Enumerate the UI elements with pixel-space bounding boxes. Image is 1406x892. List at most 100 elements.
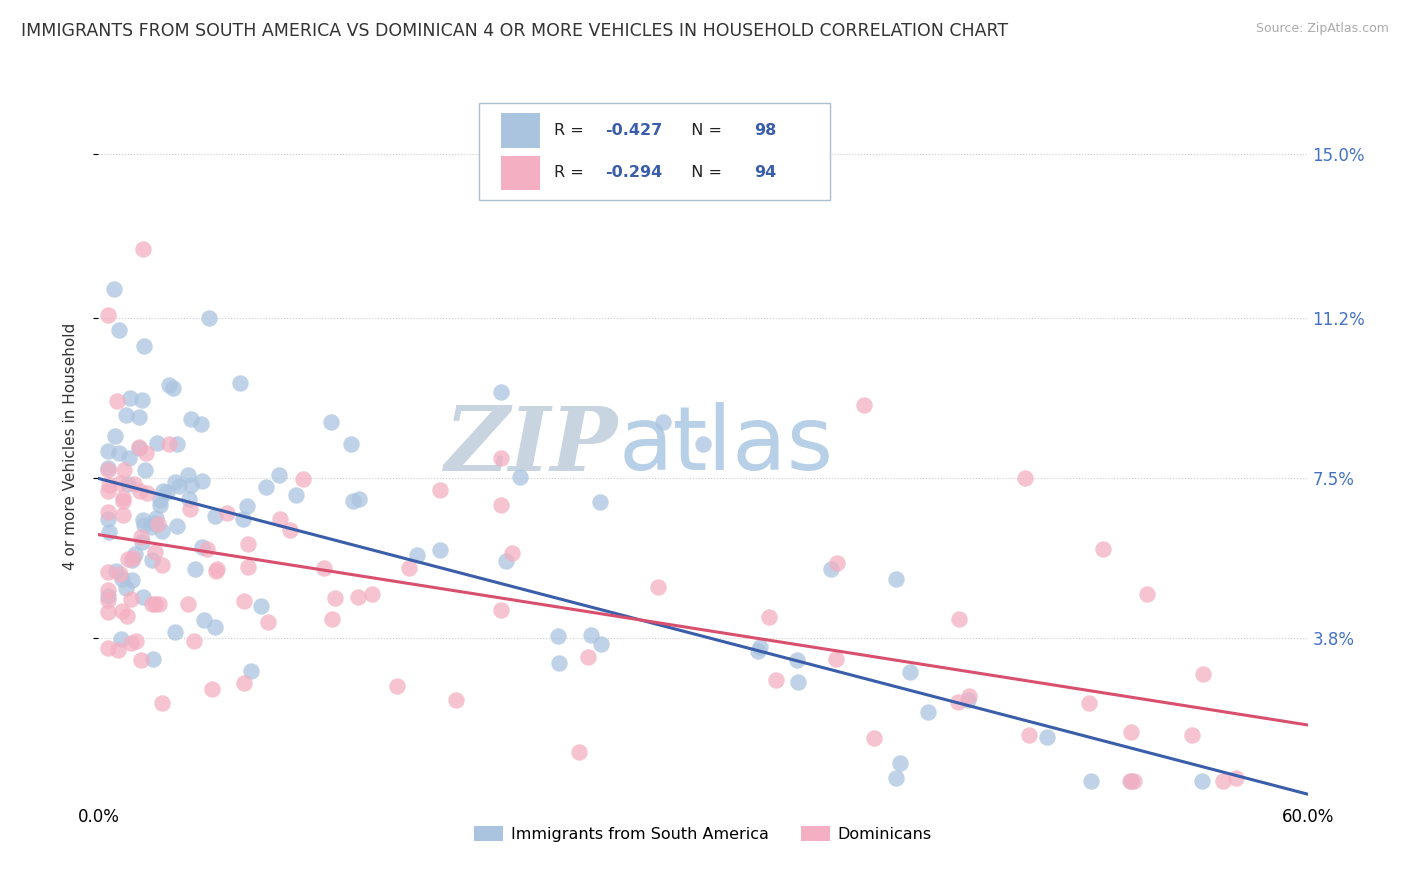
Point [491,603,513,617]
Point [501,545,523,559]
Point [889,756,911,771]
Point [946,695,969,709]
Point [256,615,278,629]
Point [1225,771,1247,785]
Point [115,608,138,623]
Point [191,474,214,488]
Point [204,508,226,523]
Point [240,665,263,679]
Point [166,437,188,451]
Point [1036,731,1059,745]
Point [491,499,513,513]
Point [159,378,181,392]
Point [898,665,921,679]
FancyBboxPatch shape [501,113,540,147]
Point [205,564,228,578]
Point [115,409,138,423]
Point [97,460,120,475]
Point [183,562,205,576]
Point [197,541,219,556]
Point [1091,541,1114,556]
Point [120,592,142,607]
Point [319,415,342,429]
Point [132,590,155,604]
Point [491,450,513,465]
Point [97,605,120,619]
Point [135,446,157,460]
Text: N =: N = [682,123,727,138]
Point [495,554,517,568]
Point [108,567,131,582]
Point [134,462,156,476]
Point [548,657,571,671]
Point [97,583,120,598]
Point [112,491,135,505]
Point [787,675,810,690]
Point [177,492,200,507]
Point [190,540,212,554]
Point [758,610,780,624]
Point [236,499,259,513]
Y-axis label: 4 or more Vehicles in Household: 4 or more Vehicles in Household [63,322,77,570]
Point [232,594,254,608]
Point [97,512,120,526]
Point [128,440,150,454]
Point [1080,774,1102,789]
Point [118,451,141,466]
Point [129,653,152,667]
Point [97,590,120,604]
Point [236,536,259,550]
Point [747,644,769,658]
Point [152,483,174,498]
Point [342,494,364,508]
Point [863,731,886,745]
Point [1191,774,1213,789]
Point [232,676,254,690]
Point [132,513,155,527]
Text: N =: N = [682,165,727,180]
Point [576,649,599,664]
Point [323,591,346,606]
Point [321,612,343,626]
Point [651,415,673,429]
Point [749,640,772,654]
Point [547,629,569,643]
Point [884,572,907,586]
Point [162,381,184,395]
Point [132,242,155,256]
Point [387,679,409,693]
Point [193,613,215,627]
Text: R =: R = [554,165,589,180]
Point [146,436,169,450]
Point [112,463,135,477]
Point [103,282,125,296]
Point [128,484,150,499]
Point [349,492,371,507]
Point [146,516,169,531]
Point [180,412,202,426]
Point [108,323,131,337]
Point [163,475,186,489]
Point [149,493,172,508]
Point [1121,724,1143,739]
Point [128,410,150,425]
Point [111,572,134,586]
Point [110,632,132,646]
Point [1121,774,1143,789]
Point [232,511,254,525]
Text: -0.294: -0.294 [605,165,662,180]
Point [948,612,970,626]
Point [201,682,224,697]
Point [269,511,291,525]
Point [267,468,290,483]
Point [105,394,128,409]
Point [97,566,120,580]
Point [284,488,307,502]
Point [125,634,148,648]
Point [143,545,166,559]
Point [141,598,163,612]
Point [1119,774,1142,789]
Point [142,652,165,666]
Point [249,599,271,614]
Point [97,505,120,519]
